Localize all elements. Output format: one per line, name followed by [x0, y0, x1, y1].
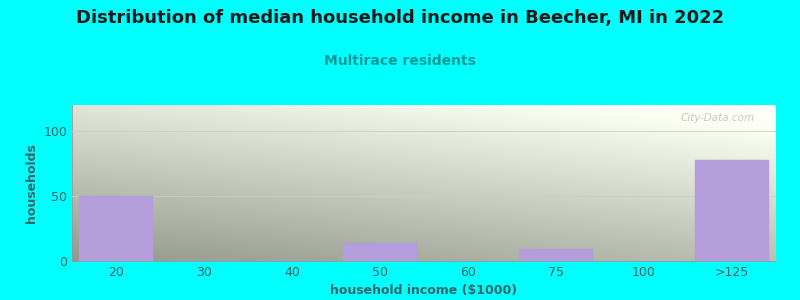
Text: Distribution of median household income in Beecher, MI in 2022: Distribution of median household income …: [76, 9, 724, 27]
Bar: [518, 249, 594, 261]
Text: Multirace residents: Multirace residents: [324, 54, 476, 68]
Y-axis label: households: households: [25, 143, 38, 223]
Bar: [694, 160, 770, 261]
Text: City-Data.com: City-Data.com: [681, 113, 755, 123]
X-axis label: household income ($1000): household income ($1000): [330, 284, 518, 297]
Bar: [78, 196, 154, 261]
Bar: [342, 243, 418, 261]
